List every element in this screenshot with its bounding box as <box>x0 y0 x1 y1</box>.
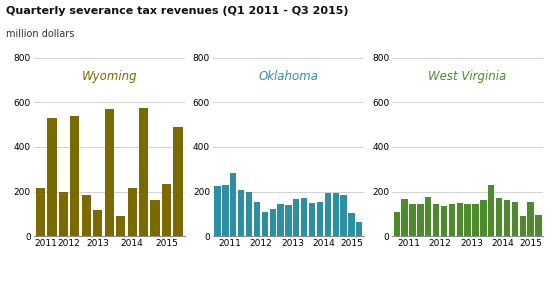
Bar <box>348 213 354 236</box>
Bar <box>230 173 236 236</box>
Text: Oklahoma: Oklahoma <box>258 70 319 83</box>
Bar <box>472 204 479 236</box>
Bar <box>441 206 447 236</box>
Bar <box>269 209 276 236</box>
Bar <box>70 116 80 236</box>
Text: Quarterly severance tax revenues (Q1 2011 - Q3 2015): Quarterly severance tax revenues (Q1 201… <box>6 6 348 16</box>
Bar <box>394 212 400 236</box>
Bar <box>116 216 125 236</box>
Bar <box>456 203 463 236</box>
Bar <box>82 195 91 236</box>
Bar <box>36 188 45 236</box>
Bar <box>93 211 102 236</box>
Bar <box>285 205 292 236</box>
Bar <box>105 109 114 236</box>
Bar <box>262 212 268 236</box>
Bar <box>317 202 323 236</box>
Bar <box>238 190 244 236</box>
Text: Wyoming: Wyoming <box>81 70 137 83</box>
Bar <box>309 203 315 236</box>
Bar <box>151 200 160 236</box>
Bar <box>449 204 455 236</box>
Bar <box>528 202 534 236</box>
Bar <box>535 215 542 236</box>
Bar <box>496 198 502 236</box>
Bar <box>246 192 252 236</box>
Bar <box>417 204 423 236</box>
Bar <box>488 185 494 236</box>
Bar <box>504 200 510 236</box>
Bar <box>425 197 431 236</box>
Bar <box>520 216 526 236</box>
Bar <box>277 204 284 236</box>
Bar <box>464 204 471 236</box>
Bar <box>433 204 439 236</box>
Bar <box>402 199 408 236</box>
Bar <box>333 193 339 236</box>
Bar <box>222 185 228 236</box>
Bar <box>356 222 362 236</box>
Bar <box>139 108 148 236</box>
Bar <box>59 192 68 236</box>
Bar <box>301 198 307 236</box>
Bar <box>214 186 221 236</box>
Bar <box>128 188 137 236</box>
Text: million dollars: million dollars <box>6 29 74 39</box>
Bar <box>48 118 57 236</box>
Bar <box>293 199 300 236</box>
Bar <box>325 193 331 236</box>
Bar <box>254 202 260 236</box>
Bar <box>409 204 416 236</box>
Bar <box>162 184 171 236</box>
Bar <box>512 202 518 236</box>
Bar <box>174 127 183 236</box>
Text: West Virginia: West Virginia <box>428 70 507 83</box>
Bar <box>340 195 347 236</box>
Bar <box>480 200 487 236</box>
